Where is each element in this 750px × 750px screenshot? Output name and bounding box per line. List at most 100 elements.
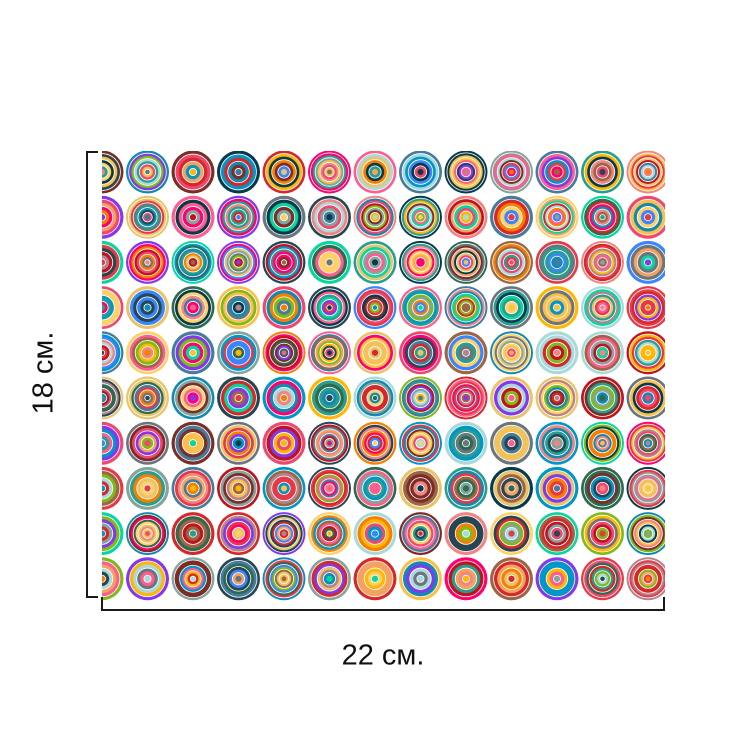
circle-ring [599,394,606,402]
concentric-circle [535,240,579,284]
concentric-circle [490,376,533,420]
circle-ring [600,260,605,265]
circle-ring [644,304,652,311]
concentric-circle [126,331,169,375]
circle-ring [189,213,197,222]
concentric-circle [444,331,488,375]
circle-ring [553,303,561,312]
concentric-circle [444,421,488,465]
circle-ring [189,485,197,492]
circle-ring [644,394,652,402]
concentric-circle [308,376,351,420]
circle-ring [599,168,606,176]
concentric-circle [535,376,579,420]
circle-ring [145,214,150,220]
concentric-circle [102,376,124,420]
concentric-circle [490,331,533,375]
concentric-circle [308,195,351,239]
circle-ring [280,394,288,402]
circle-ring [280,439,288,448]
circle-ring [190,260,196,265]
circle-ring [554,214,560,220]
circle-ring [102,529,106,538]
circle-ring [463,395,469,401]
concentric-circle [490,466,533,510]
concentric-circle [308,151,351,194]
concentric-circle [217,421,260,465]
circle-ring [235,575,242,582]
circle-ring [102,439,106,448]
concentric-circle [171,240,215,284]
concentric-circle [308,421,351,465]
circle-ring [372,214,378,220]
circle-ring [280,485,288,492]
concentric-circle [626,195,665,239]
circle-ring [553,440,561,447]
concentric-circle [626,331,665,375]
concentric-circle [353,421,397,465]
concentric-circle [581,512,624,556]
circle-ring [327,440,332,446]
concentric-circle [535,286,579,330]
circle-ring [327,350,332,356]
concentric-circle [626,557,665,601]
concentric-circle [217,151,260,194]
circle-ring [371,168,379,176]
circle-ring [417,304,424,311]
concentric-circle [217,512,260,556]
circle-ring [325,258,334,267]
concentric-circle [102,512,124,556]
concentric-circle [126,376,169,420]
circle-ring [553,168,561,176]
concentric-circle [535,151,579,194]
concentric-circle [171,376,215,420]
circle-ring [600,440,605,446]
concentric-circle [399,151,442,194]
circle-ring [417,349,424,356]
concentric-circle [353,376,397,420]
concentric-circle [126,466,169,510]
concentric-circle [353,331,397,375]
concentric-circle [399,466,442,510]
concentric-circle [126,286,169,330]
concentric-circle [444,151,488,194]
circle-ring [508,530,515,537]
circle-ring [143,484,152,493]
concentric-circle [535,557,579,601]
circle-ring [508,304,515,311]
concentric-circle [626,421,665,465]
concentric-circle [626,151,665,194]
concentric-circle [399,331,442,375]
circle-ring [189,575,197,582]
concentric-circle [126,151,169,194]
circle-ring [418,260,423,265]
concentric-circle [444,376,488,420]
circle-ring [371,529,379,538]
circle-ring [235,214,242,221]
concentric-circle [262,421,306,465]
height-dimension-bracket [86,151,98,598]
concentric-circle [308,240,351,284]
circle-ring [326,575,333,582]
concentric-circle [171,331,215,375]
circle-ring [371,440,379,447]
concentric-circle [217,557,260,601]
width-dimension-bracket [101,597,665,611]
concentric-circle [353,557,397,601]
circle-ring [144,259,151,266]
circle-ring [416,574,425,583]
concentric-circle [126,557,169,601]
circle-ring [645,169,651,175]
circle-ring [371,485,379,492]
circle-ring [371,574,379,583]
concentric-circle [581,286,624,330]
circle-ring [189,304,197,311]
circle-ring [325,394,334,402]
circle-ring [462,485,470,492]
circle-ring [599,485,606,492]
circle-ring [236,260,241,265]
concentric-circle [353,240,397,284]
circle-ring [280,213,288,222]
width-dimension-label: 22 см. [341,639,425,672]
concentric-circle [581,376,624,420]
